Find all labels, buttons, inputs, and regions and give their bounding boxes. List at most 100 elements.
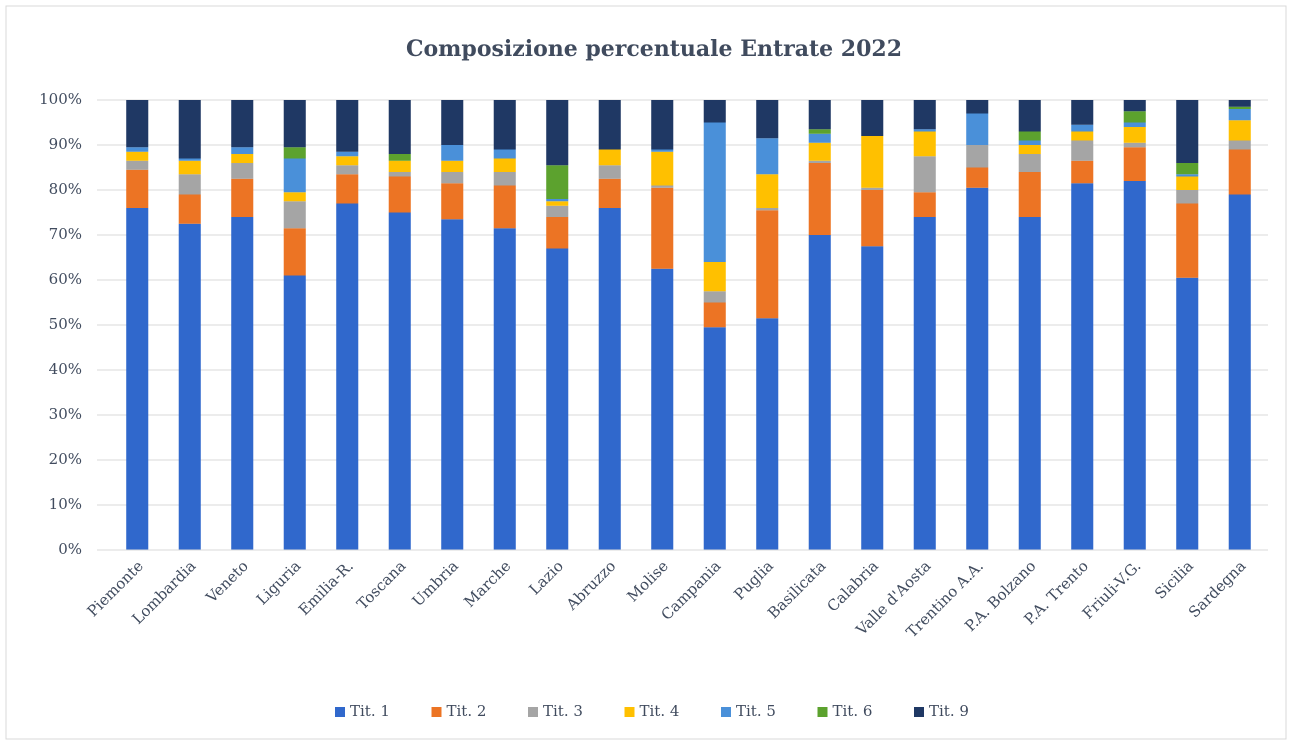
bar-segment [703,262,726,292]
bar-segment [283,275,306,550]
bar-segment [388,172,411,177]
bar-segment [1228,106,1251,109]
bar-segment [756,208,779,211]
legend-label: Tit. 1 [350,702,390,720]
legend-label: Tit. 3 [543,702,583,720]
bar-segment [336,151,359,157]
bar-segment [1228,140,1251,150]
bar-segment [1228,100,1251,107]
legend-swatch [335,707,345,717]
y-tick-label: 80% [49,180,82,198]
bar-segment [1228,149,1251,195]
bar-segment [1071,124,1094,132]
bar-segment [1228,194,1251,550]
bar-segment [1176,277,1199,550]
bar-segment [388,154,411,161]
bar-segment [336,203,359,550]
bar-segment [283,147,306,159]
y-tick-label: 10% [49,495,82,513]
bar-segment [546,248,569,550]
bar-segment [178,158,201,161]
bar-segment [493,100,516,150]
legend-label: Tit. 4 [640,702,680,720]
bar-segment [441,145,464,161]
y-tick-label: 40% [49,360,82,378]
bar-segment [493,158,516,172]
bar-segment [546,201,569,206]
legend-label: Tit. 5 [736,702,776,720]
bar-segment [651,149,674,152]
legend-label: Tit. 6 [833,702,873,720]
bar-segment [441,160,464,172]
bar-segment [966,187,989,550]
bar-segment [703,122,726,262]
bar-segment [546,217,569,249]
bar-segment [703,327,726,550]
bar-segment [126,169,149,208]
legend-swatch [721,707,731,717]
legend-swatch [914,707,924,717]
bar-segment [336,100,359,152]
bar-segment [126,160,149,170]
bar-segment [231,217,254,550]
bar-segment [1123,181,1146,550]
bar-segment [388,176,411,213]
bar-segment [546,100,569,166]
bar-segment [493,185,516,229]
bar-segment [913,156,936,193]
bar-segment [126,100,149,148]
bar-segment [1123,111,1146,123]
bar-segment [283,100,306,148]
bar-segment [126,151,149,161]
bar-segment [808,129,831,134]
legend-swatch [624,707,635,717]
bar-segment [493,149,516,159]
bar-segment [1018,172,1041,217]
bar-segment [283,201,306,229]
bar-segment [231,100,254,148]
bar-segment [703,100,726,123]
bar-segment [913,129,936,132]
bar-segment [913,192,936,217]
y-tick-label: 30% [49,405,82,423]
bar-segment [493,172,516,186]
bar-segment [651,187,674,269]
bar-segment [598,149,621,166]
bar-segment [861,100,884,136]
bar-segment [283,192,306,202]
bar-segment [598,208,621,550]
bar-segment [1228,120,1251,141]
bar-segment [1018,154,1041,172]
bar-segment [808,163,831,235]
bar-segment [598,178,621,208]
bar-segment [336,174,359,204]
chart-title: Composizione percentuale Entrate 2022 [406,36,902,62]
bar-segment [1176,176,1199,190]
bar-segment [913,131,936,157]
bar-segment [388,212,411,550]
bar-segment [703,302,726,328]
bar-segment [861,136,884,188]
bar-segment [546,199,569,202]
bar-segment [1123,142,1146,148]
bar-segment [1071,131,1094,141]
bar-segment [756,318,779,550]
bar-segment [1071,140,1094,161]
bar-segment [756,100,779,139]
bar-segment [1071,160,1094,184]
bar-segment [756,174,779,208]
bar-segment [231,147,254,154]
bar-segment [546,165,569,199]
bar-segment [336,165,359,175]
bar-segment [546,205,569,217]
y-tick-label: 70% [49,225,82,243]
bar-segment [651,151,674,186]
bar-segment [651,268,674,550]
bar-segment [178,174,201,195]
bar-segment [126,147,149,152]
bar-segment [493,228,516,550]
bar-segment [1018,131,1041,141]
y-tick-label: 90% [49,135,82,153]
bar-segment [756,210,779,319]
bar-segment [231,163,254,179]
